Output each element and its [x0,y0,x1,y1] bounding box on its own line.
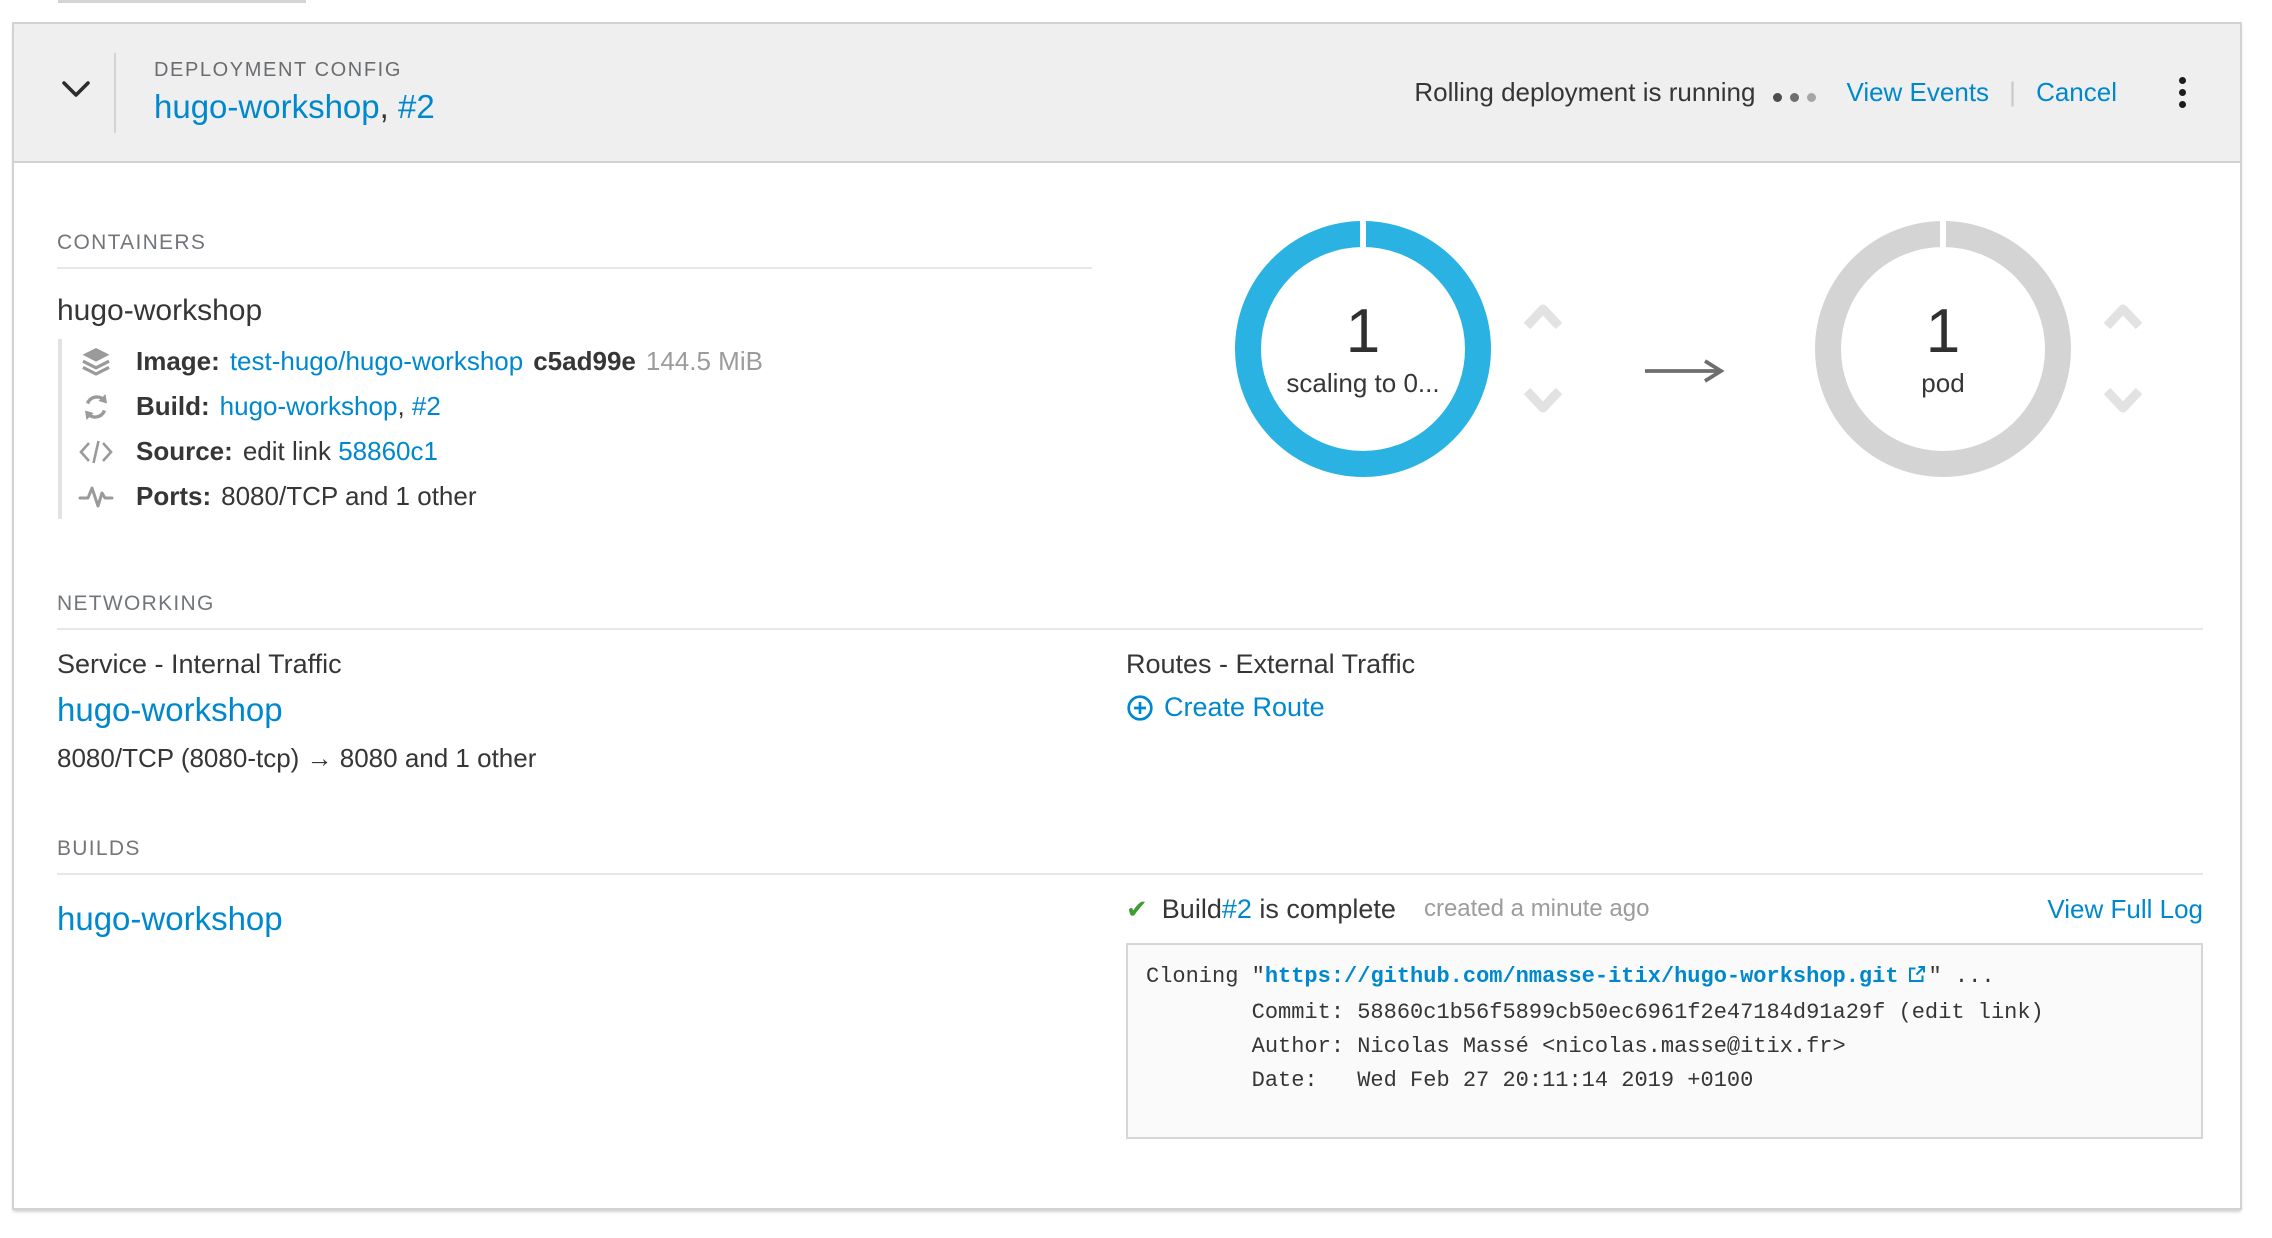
build-status-row: ✔ Build #2 is complete created a minute … [1126,891,2203,927]
create-route-label: Create Route [1164,692,1325,722]
builds-rule [57,873,2203,875]
pod-stepper [2101,301,2145,421]
service-ports-text: 8080/TCP (8080-tcp) → 8080 and 1 other [57,743,537,773]
git-repo-link[interactable]: https://github.com/nmasse-itix/hugo-work… [1264,964,1899,989]
scaling-donut: 1 scaling to 0... [1235,221,1491,477]
header-divider [114,52,116,133]
rollout-arrow-icon [1643,357,1737,390]
pod-label: pod [1921,368,1965,398]
deployment-config-panel: DEPLOYMENT CONFIG hugo-workshop, #2 Roll… [12,22,2242,1210]
deployment-status-text: Rolling deployment is running [1414,77,1756,107]
log-line-author: Author: Nicolas Massé <nicolas.masse@iti… [1146,1034,1846,1059]
builds-section-label: BUILDS [57,837,141,860]
container-name: hugo-workshop [57,294,263,327]
log-line-date: Date: Wed Feb 27 20:11:14 2019 +0100 [1146,1068,1754,1093]
resource-kind-label: DEPLOYMENT CONFIG [154,58,402,81]
image-size: 144.5 MiB [645,346,763,376]
build-separator: , [397,391,412,421]
ports-text: 8080/TCP and 1 other [221,481,477,511]
source-text: edit link [242,436,339,466]
scale-down-button[interactable] [1521,384,1565,421]
networking-section: NETWORKING Service - Internal Traffic hu… [57,591,2203,776]
revision-link[interactable]: #2 [397,87,435,125]
refresh-icon [78,391,114,423]
plus-circle-icon [1127,694,1153,721]
build-detail-column: ✔ Build #2 is complete created a minute … [1126,891,2203,1139]
build-log-snippet: Cloning "https://github.com/nmasse-itix/… [1126,943,2203,1139]
service-column: Service - Internal Traffic hugo-workshop… [57,646,1126,776]
pod-scale-down-button[interactable] [2101,384,2145,421]
header-titles: DEPLOYMENT CONFIG hugo-workshop, #2 [154,57,435,129]
scaling-widget: 1 scaling to 0... [1235,221,2145,477]
pod-scale-up-button[interactable] [2101,301,2145,338]
image-link[interactable]: test-hugo/hugo-workshop [229,346,524,376]
service-title: Service - Internal Traffic [57,649,342,679]
panel-body: CONTAINERS hugo-workshop Image: test-hug… [14,221,2240,1139]
view-full-log-link[interactable]: View Full Log [2047,894,2203,924]
panel-header: DEPLOYMENT CONFIG hugo-workshop, #2 Roll… [14,24,2240,163]
build-status-suffix: is complete [1251,894,1396,924]
create-route-link[interactable]: Create Route [1126,692,1325,723]
image-sha: c5ad99e [533,346,636,376]
log-line-cloning: Cloning "https://github.com/nmasse-itix/… [1146,964,1995,991]
build-number-link[interactable]: #2 [411,391,441,421]
log-line-commit: Commit: 58860c1b56f5899cb50ec6961f2e4718… [1146,1000,2044,1025]
containers-section-label: CONTAINERS [57,231,207,254]
collapse-toggle-button[interactable] [54,71,98,115]
image-label: Image: [136,346,220,376]
pod-count: 1 [1925,297,1961,366]
scaling-count: 1 [1345,297,1381,366]
code-icon [78,439,114,465]
builds-section: BUILDS hugo-workshop ✔ Build #2 is compl… [57,836,2203,1139]
scaling-label: scaling to 0... [1286,368,1440,398]
check-icon: ✔ [1126,894,1148,924]
title-separator: , [379,87,398,125]
containers-section: CONTAINERS hugo-workshop Image: test-hug… [57,221,2203,519]
networking-rule [57,628,2203,630]
build-config-column: hugo-workshop [57,891,1126,1139]
build-number-status-link[interactable]: #2 [1221,894,1252,924]
pod-donut: 1 pod [1815,221,2071,477]
scaling-stepper [1521,301,1565,421]
build-status-prefix: Build [1161,894,1222,924]
source-commit-link[interactable]: 58860c1 [338,436,438,466]
build-timestamp: created a minute ago [1423,895,1650,922]
view-events-link[interactable]: View Events [1846,77,1990,107]
running-dots-indicator [1765,93,1817,102]
page-title: hugo-workshop, #2 [154,84,435,129]
scale-up-button[interactable] [1521,301,1565,338]
ports-label: Ports: [136,481,212,511]
kebab-menu-button[interactable] [2169,71,2196,115]
containers-rule [57,267,1092,269]
header-actions: Rolling deployment is running View Event… [1414,71,2196,115]
cancel-deployment-link[interactable]: Cancel [2036,77,2117,107]
clipped-content-remnant [58,0,306,3]
routes-title: Routes - External Traffic [1126,649,1416,679]
source-label: Source: [136,436,233,466]
layers-icon [78,346,114,378]
container-detail-list: Image: test-hugo/hugo-workshop c5ad99e 1… [58,339,2203,519]
networking-section-label: NETWORKING [57,592,215,615]
service-link[interactable]: hugo-workshop [57,691,283,728]
deployment-config-link[interactable]: hugo-workshop [154,87,380,125]
chevron-down-icon [60,80,92,105]
build-config-link[interactable]: hugo-workshop [57,900,283,937]
container-image-row: Image: test-hugo/hugo-workshop c5ad99e 1… [78,339,2203,384]
container-source-row: Source: edit link 58860c1 [78,429,2203,474]
build-link[interactable]: hugo-workshop [219,391,398,421]
container-ports-row: Ports: 8080/TCP and 1 other [78,474,2203,519]
routes-column: Routes - External Traffic Create Route [1126,646,2203,776]
container-build-row: Build: hugo-workshop , #2 [78,384,2203,429]
pulse-icon [78,484,114,510]
actions-separator: | [2009,77,2017,107]
build-label: Build: [136,391,210,421]
external-link-icon [1907,966,1927,991]
